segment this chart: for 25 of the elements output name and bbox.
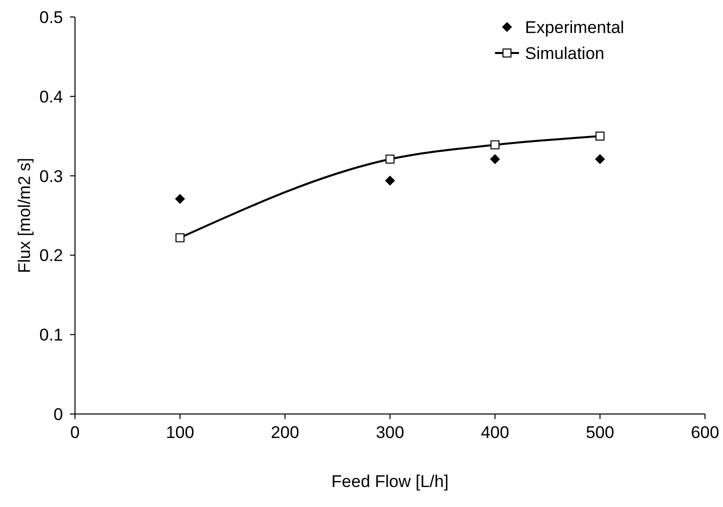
y-tick-label: 0.1 [39,326,63,345]
y-axis-title: Flux [mol/m2 s] [15,158,34,274]
x-axis-title: Feed Flow [L/h] [331,472,449,491]
x-tick-label: 600 [690,423,720,442]
point [490,154,500,164]
point [385,176,395,186]
y-tick-label: 0.4 [39,87,63,106]
legend-label: Experimental [525,18,624,37]
y-tick-label: 0.2 [39,246,63,266]
x-tick-label: 300 [376,423,404,442]
point [596,132,604,141]
x-tick-label: 100 [166,423,194,442]
point [490,140,500,150]
y-tick-label: 0.5 [39,8,63,27]
y-tick-label: 0 [54,404,63,424]
x-tick-label: 500 [586,423,614,442]
x-tick-label: 0 [70,423,80,442]
x-tick-label: 400 [480,423,510,442]
point [176,233,184,242]
point [175,194,185,204]
x-tick-label: 200 [270,423,300,442]
legend-label: Simulation [525,44,604,63]
y-tick-label: 0.3 [39,166,63,186]
point [595,154,605,164]
point [386,154,394,164]
